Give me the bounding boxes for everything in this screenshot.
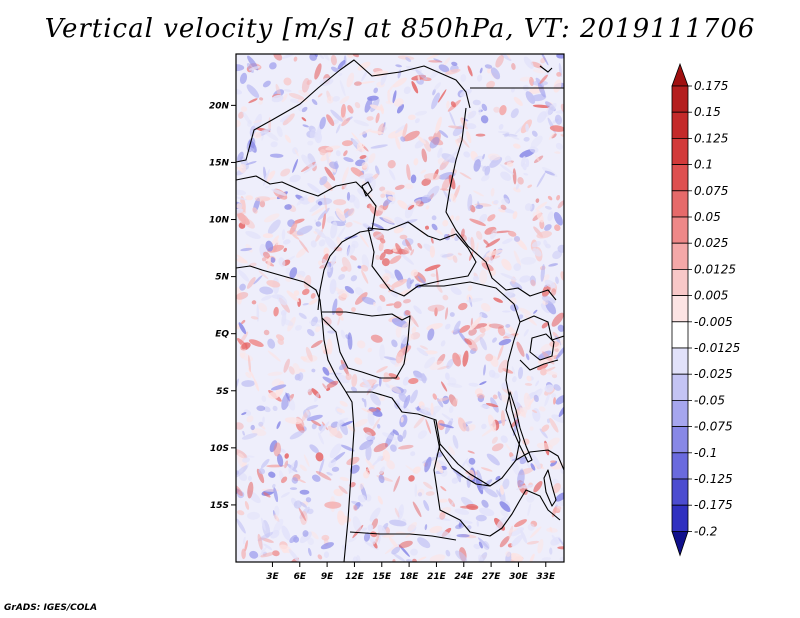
colorbar-swatch: [671, 504, 689, 532]
colorbar-label: 0.15: [694, 105, 721, 119]
lake-victoria: [529, 333, 555, 361]
border-drc-south: [346, 391, 491, 487]
border-car: [367, 221, 477, 297]
colorbar-label: -0.025: [694, 367, 733, 381]
lat-tick-label: 10S: [210, 444, 229, 454]
colorbar-label: 0.025: [694, 236, 728, 250]
colorbar-label: -0.2: [694, 524, 717, 538]
border-chad-sudan: [445, 107, 557, 301]
colorbar-swatch: [671, 111, 689, 139]
lon-tick-label: 24E: [454, 572, 474, 582]
colorbar-label: 0.0125: [694, 262, 736, 276]
lake-tanganyika: [505, 391, 533, 463]
colorbar-swatch: [671, 137, 689, 165]
border-sahara: [236, 59, 471, 163]
velocity-field: [236, 54, 564, 562]
colorbar-label: 0.175: [694, 79, 728, 93]
border-angola-zambia: [433, 443, 561, 537]
latitude-axis: 20N 15N 10N 5N EQ 5S 10S 15S: [209, 101, 236, 511]
colorbar-label: -0.005: [694, 315, 733, 329]
colorbar-swatch: [671, 295, 689, 323]
lat-tick-label: EQ: [215, 330, 229, 340]
lon-tick-label: 30E: [509, 572, 529, 582]
colorbar-top-arrow: [671, 62, 689, 87]
colorbar-swatch: [671, 85, 689, 113]
lon-tick-label: 9E: [321, 572, 334, 582]
colorbar-label: 0.005: [694, 289, 728, 303]
colorbar-swatch: [671, 426, 689, 454]
colorbar-swatch: [671, 452, 689, 480]
lon-tick-label: 27E: [482, 572, 502, 582]
lat-tick-label: 20N: [209, 101, 230, 111]
colorbar-label: -0.05: [694, 393, 725, 407]
lake-malawi: [543, 469, 557, 507]
lat-tick-label: 5S: [216, 387, 229, 397]
lon-tick-label: 6E: [294, 572, 307, 582]
lon-tick-label: 12E: [345, 572, 365, 582]
colorbar: 0.175 0.15 0.125 0.1 0.075 0.05 0.025 0.0125 0.0…: [671, 62, 740, 557]
lat-tick-label: 5N: [215, 273, 229, 283]
colorbar-label: -0.125: [694, 472, 733, 486]
colorbar-swatch: [671, 321, 689, 349]
lake-chad: [361, 181, 373, 197]
colorbar-label: -0.0125: [694, 341, 740, 355]
coastline-west: [236, 265, 355, 562]
colorbar-swatch: [671, 216, 689, 244]
lat-tick-label: 10N: [209, 216, 230, 226]
colorbar-swatch: [671, 347, 689, 375]
border-angola-namibia: [349, 531, 457, 541]
colorbar-label: -0.075: [694, 420, 733, 434]
colorbar-label: 0.125: [694, 131, 728, 145]
border-east-lakes: [515, 315, 564, 471]
border-west-africa: [236, 175, 365, 197]
colorbar-swatch: [671, 164, 689, 192]
colorbar-swatch: [671, 478, 689, 506]
colorbar-label: 0.05: [694, 210, 721, 224]
colorbar-label: 0.1: [694, 158, 713, 172]
border-drc-east: [418, 281, 521, 487]
map-title: Vertical velocity [m/s] at 850hPa, VT: 2…: [44, 14, 756, 44]
lon-tick-label: 33E: [536, 572, 556, 582]
longitude-axis: 3E 6E 9E 12E 15E 18E 21E 24E 27E 30E 33E: [266, 562, 556, 582]
lon-tick-label: 18E: [400, 572, 420, 582]
grads-credit: GrADS: IGES/COLA: [4, 603, 98, 613]
colorbar-bottom-arrow: [671, 531, 689, 557]
border-congo: [321, 311, 411, 379]
colorbar-label: -0.175: [694, 498, 733, 512]
lon-tick-label: 21E: [427, 572, 447, 582]
colorbar-swatch: [671, 242, 689, 270]
border-north-east: [470, 65, 564, 89]
colorbar-swatch: [671, 268, 689, 296]
lon-tick-label: 15E: [372, 572, 392, 582]
lon-tick-label: 3E: [266, 572, 279, 582]
colorbar-label: -0.1: [694, 446, 717, 460]
colorbar-swatch: [671, 399, 689, 427]
map-frame: [235, 53, 565, 563]
political-borders: [236, 59, 564, 562]
colorbar-swatch: [671, 373, 689, 401]
lat-tick-label: 15S: [210, 501, 229, 511]
lat-tick-label: 15N: [209, 158, 230, 168]
colorbar-label: 0.075: [694, 184, 728, 198]
border-nigeria-cameroon: [317, 189, 377, 311]
colorbar-swatch: [671, 190, 689, 218]
